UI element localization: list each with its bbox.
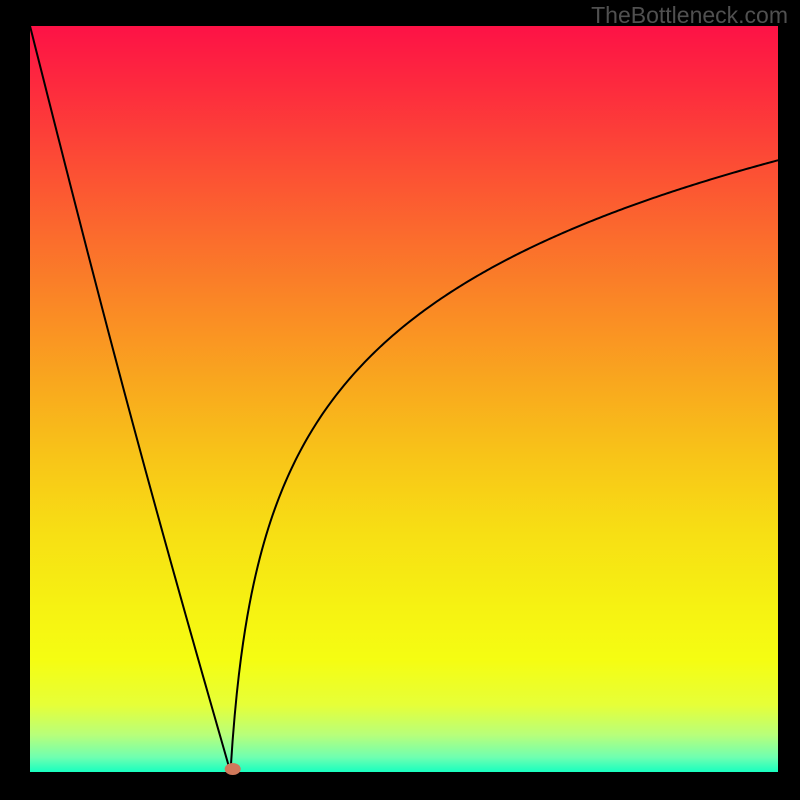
bottleneck-chart xyxy=(0,0,800,800)
chart-container: TheBottleneck.com xyxy=(0,0,800,800)
minimum-marker xyxy=(225,763,241,775)
plot-background xyxy=(30,26,778,772)
watermark-text: TheBottleneck.com xyxy=(591,2,788,29)
